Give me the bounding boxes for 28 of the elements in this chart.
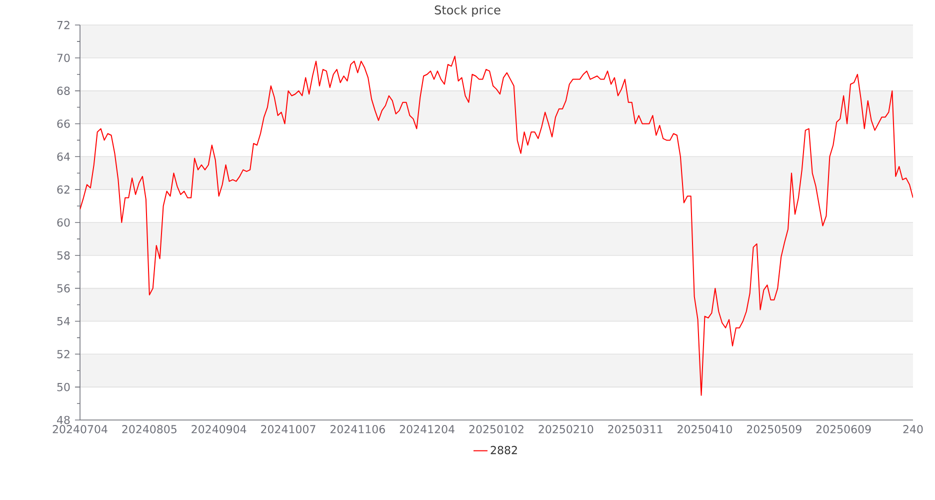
y-tick-label: 58 xyxy=(57,251,70,260)
x-tick-label: 20240704 xyxy=(52,425,108,434)
x-tick-label: 20250410 xyxy=(678,425,732,434)
x-tick-label: 20241204 xyxy=(400,425,454,434)
y-tick-label: 48 xyxy=(57,416,70,424)
y-tick-label: 66 xyxy=(57,120,70,128)
y-tick-label: 62 xyxy=(57,185,70,194)
y-tick-label: 50 xyxy=(57,382,70,392)
x-tick-label: 20241007 xyxy=(261,425,316,434)
y-tick-label: 52 xyxy=(57,350,70,358)
y-tick-label: 54 xyxy=(57,317,70,326)
x-tick-label: 20250509 xyxy=(746,425,802,434)
y-tick-label: 68 xyxy=(57,86,70,95)
x-tick-label: 20240805 xyxy=(122,425,176,434)
y-tick-label: 56 xyxy=(57,284,70,292)
x-tick-label: 240 xyxy=(903,425,923,434)
y-tick-label: 72 xyxy=(57,20,70,30)
y-tick-label: 60 xyxy=(57,218,70,227)
x-tick-label: 20250609 xyxy=(816,425,871,434)
legend-label: 2882 xyxy=(490,446,517,454)
x-tick-label: 20250102 xyxy=(469,425,524,434)
y-tick-label: 70 xyxy=(57,54,70,62)
x-tick-label: 20240904 xyxy=(192,425,246,434)
x-tick-label: 20241106 xyxy=(330,425,385,434)
x-tick-label: 20250210 xyxy=(538,425,594,434)
chart-title: Stock price xyxy=(434,5,500,17)
x-tick-label: 20250311 xyxy=(608,425,662,434)
y-tick-label: 64 xyxy=(57,152,70,161)
